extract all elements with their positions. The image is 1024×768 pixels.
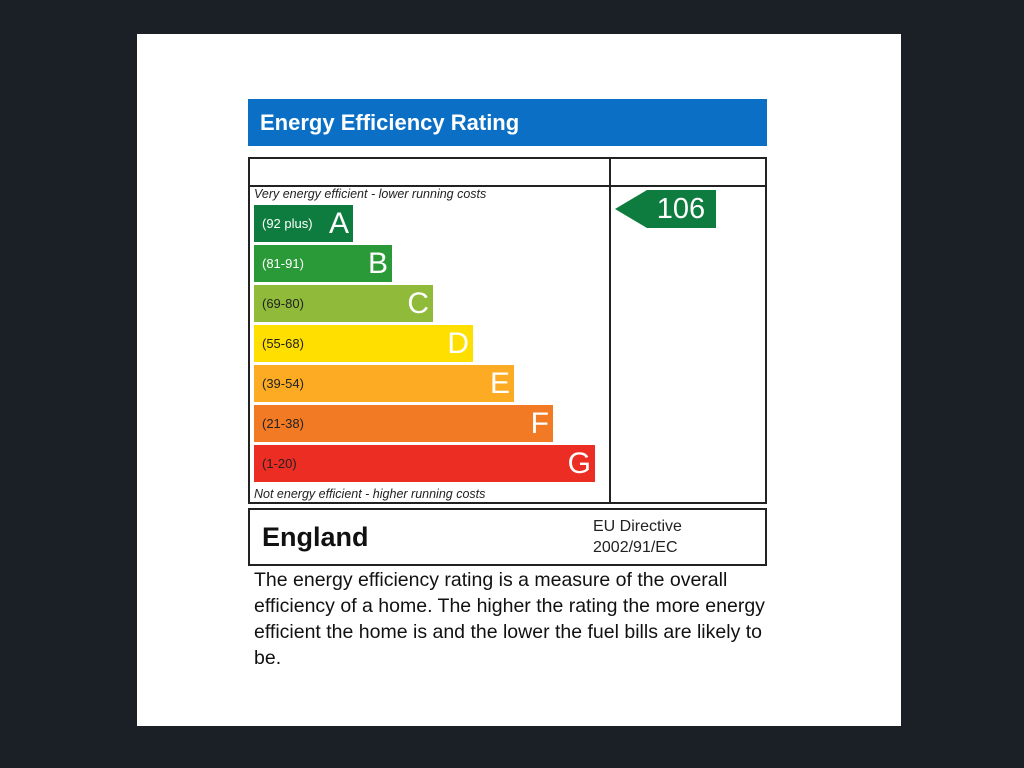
description: The energy efficiency rating is a measur… — [254, 569, 765, 669]
band-letter: C — [407, 287, 429, 320]
top-caption: Very energy efficient - lower running co… — [254, 187, 487, 201]
rating-table — [248, 157, 767, 504]
band-d: (55-68) D — [254, 325, 473, 362]
band-range: (69-80) — [262, 296, 304, 311]
band-range: (39-54) — [262, 376, 304, 391]
current-rating-value: 106 — [656, 193, 706, 225]
band-b: (81-91) B — [254, 245, 392, 282]
directive-line-1: EU Directive — [593, 518, 682, 535]
current-rating-arrow — [615, 190, 716, 228]
band-letter: E — [489, 367, 510, 400]
band-range: (92 plus) — [262, 216, 313, 231]
band-e: (39-54) E — [254, 365, 514, 402]
region-box — [248, 508, 767, 566]
chart-title: Energy Efficiency Rating — [248, 99, 767, 146]
band-a: (92 plus) A — [254, 205, 353, 242]
band-letter: A — [328, 207, 349, 240]
column-divider — [609, 157, 611, 504]
band-letter: D — [447, 327, 469, 360]
band-range: (21-38) — [262, 416, 304, 431]
region-name: England — [262, 522, 369, 552]
band-letter: G — [567, 447, 591, 480]
band-letter: B — [367, 247, 388, 280]
header-divider — [248, 185, 767, 187]
band-f: (21-38) F — [254, 405, 553, 442]
band-letter: F — [530, 407, 549, 440]
band-range: (55-68) — [262, 336, 304, 351]
band-g: (1-20) G — [254, 445, 595, 482]
band-range: (81-91) — [262, 256, 304, 271]
bottom-caption: Not energy efficient - higher running co… — [254, 487, 486, 501]
band-c: (69-80) C — [254, 285, 433, 322]
eu-directive: EU Directive 2002/91/EC — [593, 516, 682, 558]
directive-line-2: 2002/91/EC — [593, 539, 678, 556]
band-range: (1-20) — [262, 456, 297, 471]
